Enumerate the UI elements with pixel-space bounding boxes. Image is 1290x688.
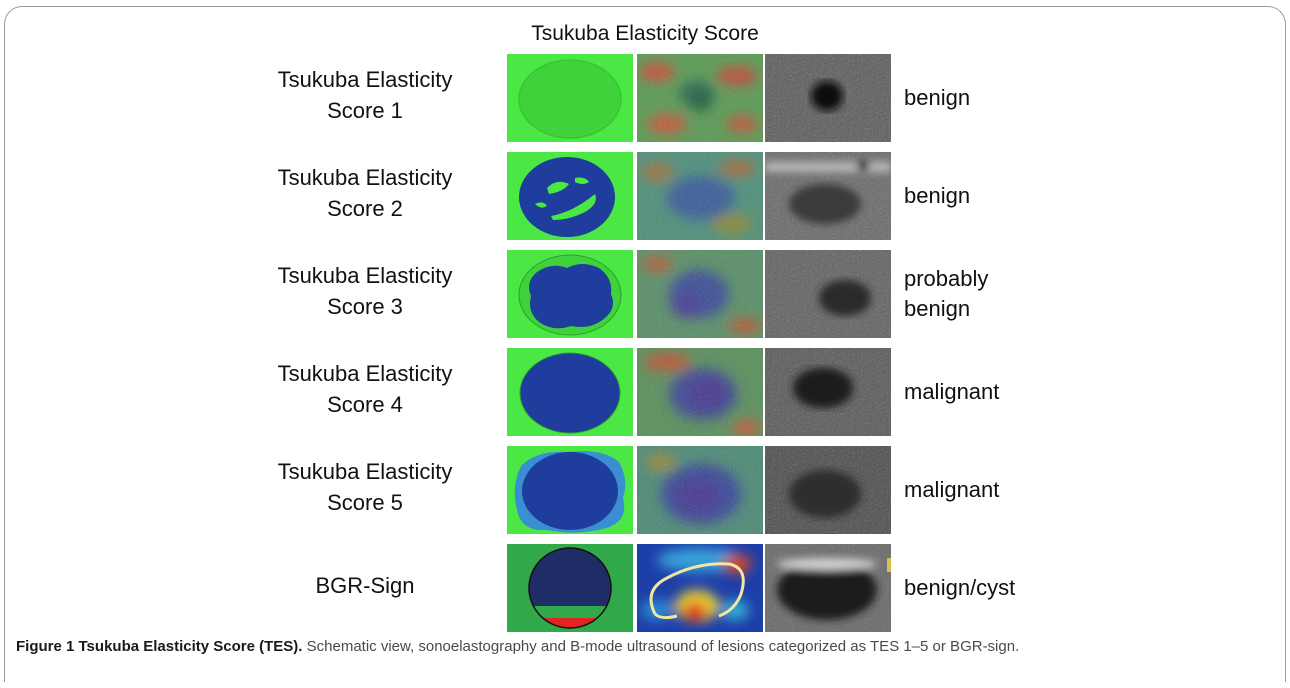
row-label: Tsukuba Elasticity Score 4 [277, 361, 453, 417]
row-label: Tsukuba Elasticity Score 3 [277, 263, 453, 319]
category-label: probably benign [904, 266, 989, 321]
schematic-image [507, 544, 633, 632]
b-mode-image [765, 544, 891, 632]
schematic-image [507, 446, 633, 534]
schematic-image [507, 250, 633, 338]
b-mode-image [765, 250, 891, 338]
schematic-image [507, 348, 633, 436]
tes-row-4: Tsukuba Elasticity Score 4 malignant [0, 348, 1290, 440]
schematic-image [507, 54, 633, 142]
b-mode-image [765, 54, 891, 142]
category-label: malignant [904, 379, 1000, 404]
schematic-image [507, 152, 633, 240]
category-label: benign [904, 183, 971, 208]
bgr-sign-row: BGR-Sign [0, 544, 1290, 636]
sonoelastography-image [637, 54, 763, 142]
category-label: benign [904, 85, 971, 110]
tes-row-1: Tsukuba Elasticity Score 1 benign [0, 54, 1290, 146]
b-mode-image [765, 348, 891, 436]
sonoelastography-image [637, 250, 763, 338]
category-label: malignant [904, 477, 1000, 502]
tes-row-3: Tsukuba Elasticity Score 3 p [0, 250, 1290, 342]
b-mode-image [765, 152, 891, 240]
sonoelastography-image [637, 348, 763, 436]
category-label: benign/cyst [904, 575, 1016, 600]
caption-text: Schematic view, sonoelastography and B-m… [302, 638, 1020, 655]
figure-caption: Figure 1 Tsukuba Elasticity Score (TES).… [16, 636, 1266, 658]
row-label: Tsukuba Elasticity Score 1 [277, 67, 453, 123]
caption-label: Figure 1 Tsukuba Elasticity Score (TES). [16, 638, 303, 655]
sonoelastography-image [637, 544, 763, 632]
figure-title: Tsukuba Elasticity Score [531, 22, 759, 45]
b-mode-image [765, 446, 891, 534]
tes-row-2: Tsukuba Elasticity Score 2 [0, 152, 1290, 244]
sonoelastography-image [637, 446, 763, 534]
row-label: Tsukuba Elasticity Score 2 [277, 165, 453, 221]
tes-row-5: Tsukuba Elasticity Score 5 malignant [0, 446, 1290, 538]
row-label: Tsukuba Elasticity Score 5 [277, 459, 453, 515]
row-label: BGR-Sign [315, 573, 415, 598]
sonoelastography-image [637, 152, 763, 240]
figure-frame [4, 6, 1286, 682]
